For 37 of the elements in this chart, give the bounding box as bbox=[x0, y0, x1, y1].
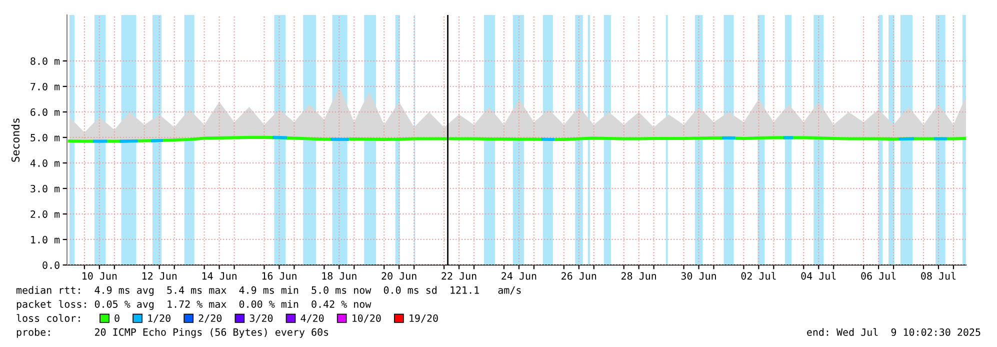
y-tick-label: 1.0 m bbox=[31, 236, 60, 244]
y-tick-label: 3.0 m bbox=[30, 184, 60, 192]
text: end: Wed Jul 9 10:02:30 2025 bbox=[807, 328, 980, 336]
y-tick-label: 5.0 m bbox=[30, 134, 60, 142]
x-tick-label: 28 Jun bbox=[622, 272, 656, 280]
text: probe: 20 ICMP Echo Pings (56 Bytes) every 60s bbox=[16, 328, 328, 338]
x-tick-label: 30 Jun bbox=[681, 272, 716, 280]
y-tick-label: 7.0 m bbox=[30, 82, 60, 90]
x-tick-label: 26 Jun bbox=[562, 272, 596, 280]
x-tick-label: 12 Jun bbox=[142, 272, 177, 280]
legend-label: 4/20 bbox=[300, 314, 324, 323]
y-tick-label: 6.0 m bbox=[30, 108, 60, 116]
x-tick-label: 02 Jul bbox=[741, 272, 776, 280]
legend-label: 1/20 bbox=[148, 314, 170, 323]
x-tick-label: 18 Jun bbox=[322, 272, 356, 280]
y-tick-label: 8.0 m bbox=[30, 57, 60, 65]
x-tick-label: 22 Jun bbox=[442, 272, 476, 280]
y-axis-title: Seconds bbox=[11, 118, 20, 162]
x-tick-label: 16 Jun bbox=[262, 272, 296, 280]
y-tick-label: 2.0 m bbox=[30, 210, 60, 218]
x-tick-label: 08 Jul bbox=[921, 272, 956, 280]
legend-label: 3/20 bbox=[250, 314, 273, 323]
text: median rtt: 4.9 ms avg 5.4 ms max 4.9 ms min 5.0 ms now 0.0 ms sd 121.1 am/s bbox=[16, 286, 521, 296]
legend-title: loss color: bbox=[16, 314, 80, 322]
x-tick-label: 06 Jul bbox=[861, 272, 896, 280]
x-tick-label: 14 Jun bbox=[202, 272, 236, 280]
text: packet loss: 0.05 % avg 1.72 % max 0.00 % min 0.42 % now bbox=[16, 300, 372, 310]
x-tick-label: 20 Jun bbox=[382, 272, 416, 280]
legend-label: 2/20 bbox=[198, 314, 222, 323]
x-tick-label: 04 Jul bbox=[801, 272, 836, 280]
legend-label: 10/20 bbox=[352, 314, 381, 323]
legend-label: 19/20 bbox=[410, 314, 438, 323]
y-tick-label: 0.0 bbox=[42, 261, 60, 269]
x-tick-label: 10 Jun bbox=[82, 272, 117, 280]
legend-label: 0 bbox=[114, 314, 120, 322]
y-tick-label: 4.0 m bbox=[30, 159, 60, 167]
x-tick-label: 24 Jun bbox=[502, 272, 536, 280]
